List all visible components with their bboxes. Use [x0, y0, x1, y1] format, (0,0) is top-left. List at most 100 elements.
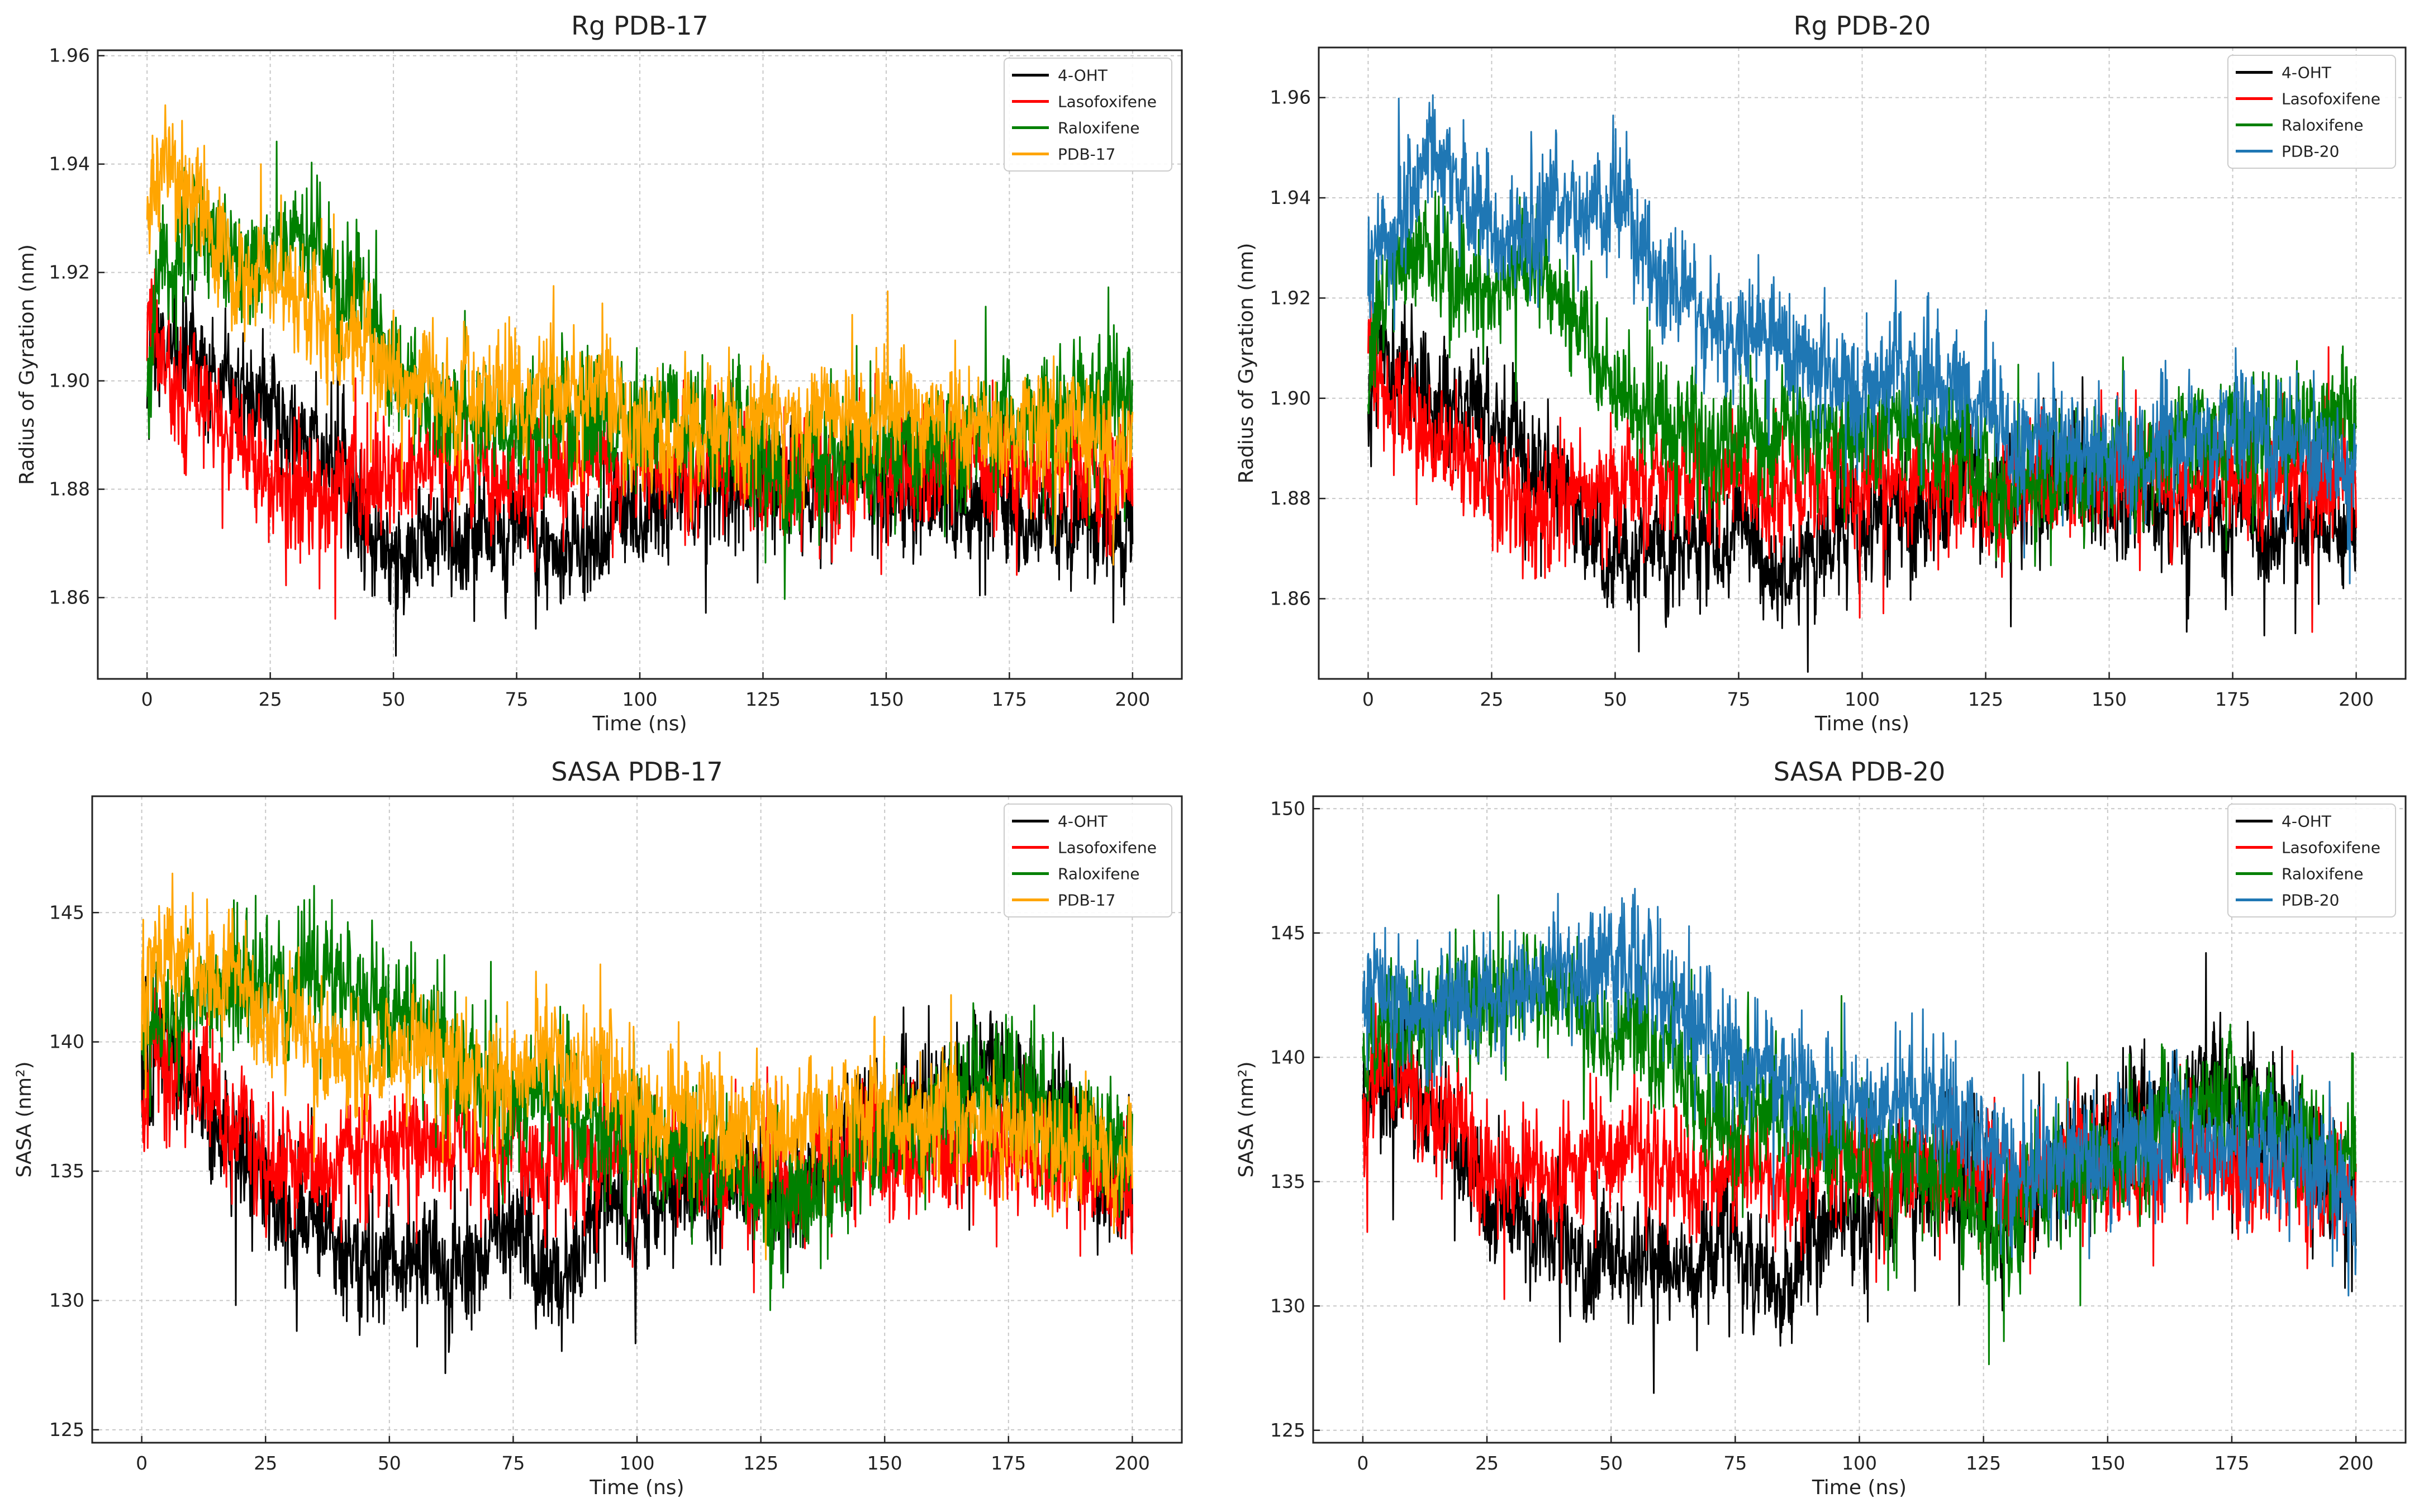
- legend-label: 4-OHT: [2282, 64, 2332, 82]
- chart-title: Rg PDB-20: [1794, 11, 1931, 41]
- y-tick-label: 140: [49, 1031, 84, 1053]
- chart-panel-2: 0 25 50 75 100 125 150 175 200 1.86 1.88 1.90 1.92 1.…: [1235, 11, 2407, 735]
- series-line-pdb-17: [146, 104, 1134, 566]
- y-tick-label: 1.90: [1270, 387, 1311, 409]
- y-tick-label: 1.92: [1270, 287, 1311, 308]
- x-tick-label: 100: [622, 688, 658, 710]
- legend-label: Lasofoxifene: [2282, 839, 2380, 857]
- legend-label: Raloxifene: [2282, 865, 2363, 883]
- legend-label: Raloxifene: [1058, 119, 1139, 137]
- y-tick-label: 1.88: [49, 478, 90, 500]
- legend-label: PDB-20: [2282, 142, 2339, 161]
- legend-label: PDB-17: [1058, 891, 1115, 910]
- x-tick-label: 200: [2339, 688, 2374, 710]
- x-axis-label: Time (ns): [589, 1476, 684, 1499]
- y-tick-label: 1.96: [1270, 87, 1311, 108]
- legend: 4-OHT Lasofoxifene Raloxifene PDB-17: [1004, 803, 1172, 917]
- y-tick-label: 125: [49, 1419, 84, 1440]
- legend-label: Raloxifene: [1058, 865, 1139, 883]
- y-tick-label: 130: [49, 1289, 84, 1311]
- legend-box: [1004, 58, 1172, 172]
- legend-label: Lasofoxifene: [1058, 93, 1157, 111]
- x-tick-label: 0: [1357, 1452, 1368, 1474]
- x-tick-label: 100: [1842, 1452, 1877, 1474]
- series-line-pdb-20: [1362, 888, 2357, 1297]
- x-tick-label: 0: [136, 1452, 148, 1474]
- y-axis-label: Radius of Gyration (nm): [16, 244, 39, 485]
- x-tick-label: 175: [992, 688, 1027, 710]
- x-axis-label: Time (ns): [592, 712, 687, 735]
- y-tick-label: 125: [1270, 1419, 1305, 1441]
- y-tick-label: 145: [1270, 922, 1305, 944]
- legend-label: Lasofoxifene: [2282, 90, 2380, 108]
- legend-label: 4-OHT: [1058, 812, 1108, 831]
- legend: 4-OHT Lasofoxifene Raloxifene PDB-17: [1004, 58, 1172, 172]
- y-axis-label: SASA (nm²): [13, 1061, 36, 1177]
- x-tick-label: 25: [259, 688, 282, 710]
- y-tick-label: 1.90: [49, 370, 90, 392]
- x-tick-label: 100: [620, 1452, 655, 1474]
- x-tick-label: 175: [2214, 1452, 2249, 1474]
- legend-box: [1004, 803, 1172, 917]
- legend-box: [2227, 55, 2396, 169]
- y-tick-label: 150: [1270, 797, 1305, 819]
- chart-panel-4: 0 25 50 75 100 125 150 175 200 125 130 135 140 145 150…: [1235, 757, 2407, 1499]
- x-tick-label: 50: [1599, 1452, 1623, 1474]
- x-tick-label: 175: [991, 1452, 1026, 1474]
- x-tick-label: 75: [505, 688, 529, 710]
- x-tick-label: 25: [254, 1452, 277, 1474]
- x-tick-label: 150: [2092, 688, 2127, 710]
- x-tick-label: 50: [1603, 688, 1627, 710]
- x-tick-label: 50: [382, 688, 405, 710]
- x-tick-label: 125: [1966, 1452, 2001, 1474]
- x-tick-label: 25: [1475, 1452, 1499, 1474]
- y-tick-label: 1.88: [1270, 487, 1311, 509]
- x-tick-label: 50: [378, 1452, 401, 1474]
- chart-panel-3: 0 25 50 75 100 125 150 175 200 125 130 135 140 145 SAS…: [13, 757, 1183, 1499]
- legend-label: PDB-20: [2282, 891, 2339, 910]
- x-tick-label: 150: [868, 688, 904, 710]
- x-tick-label: 125: [1968, 688, 2003, 710]
- x-tick-label: 125: [745, 688, 781, 710]
- chart-panel-1: 0 25 50 75 100 125 150 175 200 1.86 1.88 1.90 1.92 1.…: [16, 11, 1183, 735]
- x-tick-label: 25: [1480, 688, 1503, 710]
- x-tick-label: 125: [743, 1452, 778, 1474]
- y-tick-label: 1.96: [49, 45, 90, 66]
- series-line-pdb-17: [141, 872, 1133, 1261]
- chart-title: Rg PDB-17: [571, 11, 709, 41]
- y-tick-label: 1.92: [49, 261, 90, 283]
- chart-title: SASA PDB-17: [551, 757, 723, 787]
- legend: 4-OHT Lasofoxifene Raloxifene PDB-20: [2227, 803, 2396, 917]
- x-tick-label: 100: [1845, 688, 1880, 710]
- series-line-pdb-20: [1367, 94, 2358, 584]
- legend-label: Lasofoxifene: [1058, 839, 1157, 857]
- x-axis-label: Time (ns): [1812, 1476, 1907, 1499]
- legend: 4-OHT Lasofoxifene Raloxifene PDB-20: [2227, 55, 2396, 169]
- y-tick-label: 145: [49, 901, 84, 923]
- legend-label: Raloxifene: [2282, 116, 2363, 135]
- x-tick-label: 150: [2090, 1452, 2125, 1474]
- y-tick-label: 1.86: [49, 587, 90, 608]
- x-tick-label: 0: [1362, 688, 1374, 710]
- x-tick-label: 200: [1115, 1452, 1150, 1474]
- x-tick-label: 175: [2215, 688, 2250, 710]
- y-tick-label: 1.86: [1270, 588, 1311, 610]
- series-line-4-oht: [146, 274, 1134, 657]
- x-tick-label: 200: [1115, 688, 1150, 710]
- y-tick-label: 140: [1270, 1046, 1305, 1068]
- x-tick-label: 0: [141, 688, 153, 710]
- x-tick-label: 200: [2339, 1452, 2374, 1474]
- y-tick-label: 135: [1270, 1171, 1305, 1192]
- y-tick-label: 1.94: [49, 153, 90, 175]
- y-tick-label: 135: [49, 1160, 84, 1182]
- x-tick-label: 75: [501, 1452, 525, 1474]
- series-line-lasofoxifene: [141, 987, 1133, 1294]
- x-tick-label: 75: [1727, 688, 1750, 710]
- y-tick-label: 1.94: [1270, 187, 1311, 208]
- legend-label: 4-OHT: [2282, 812, 2332, 831]
- x-tick-label: 150: [867, 1452, 902, 1474]
- legend-label: 4-OHT: [1058, 66, 1108, 85]
- x-tick-label: 75: [1723, 1452, 1747, 1474]
- y-tick-label: 130: [1270, 1295, 1305, 1316]
